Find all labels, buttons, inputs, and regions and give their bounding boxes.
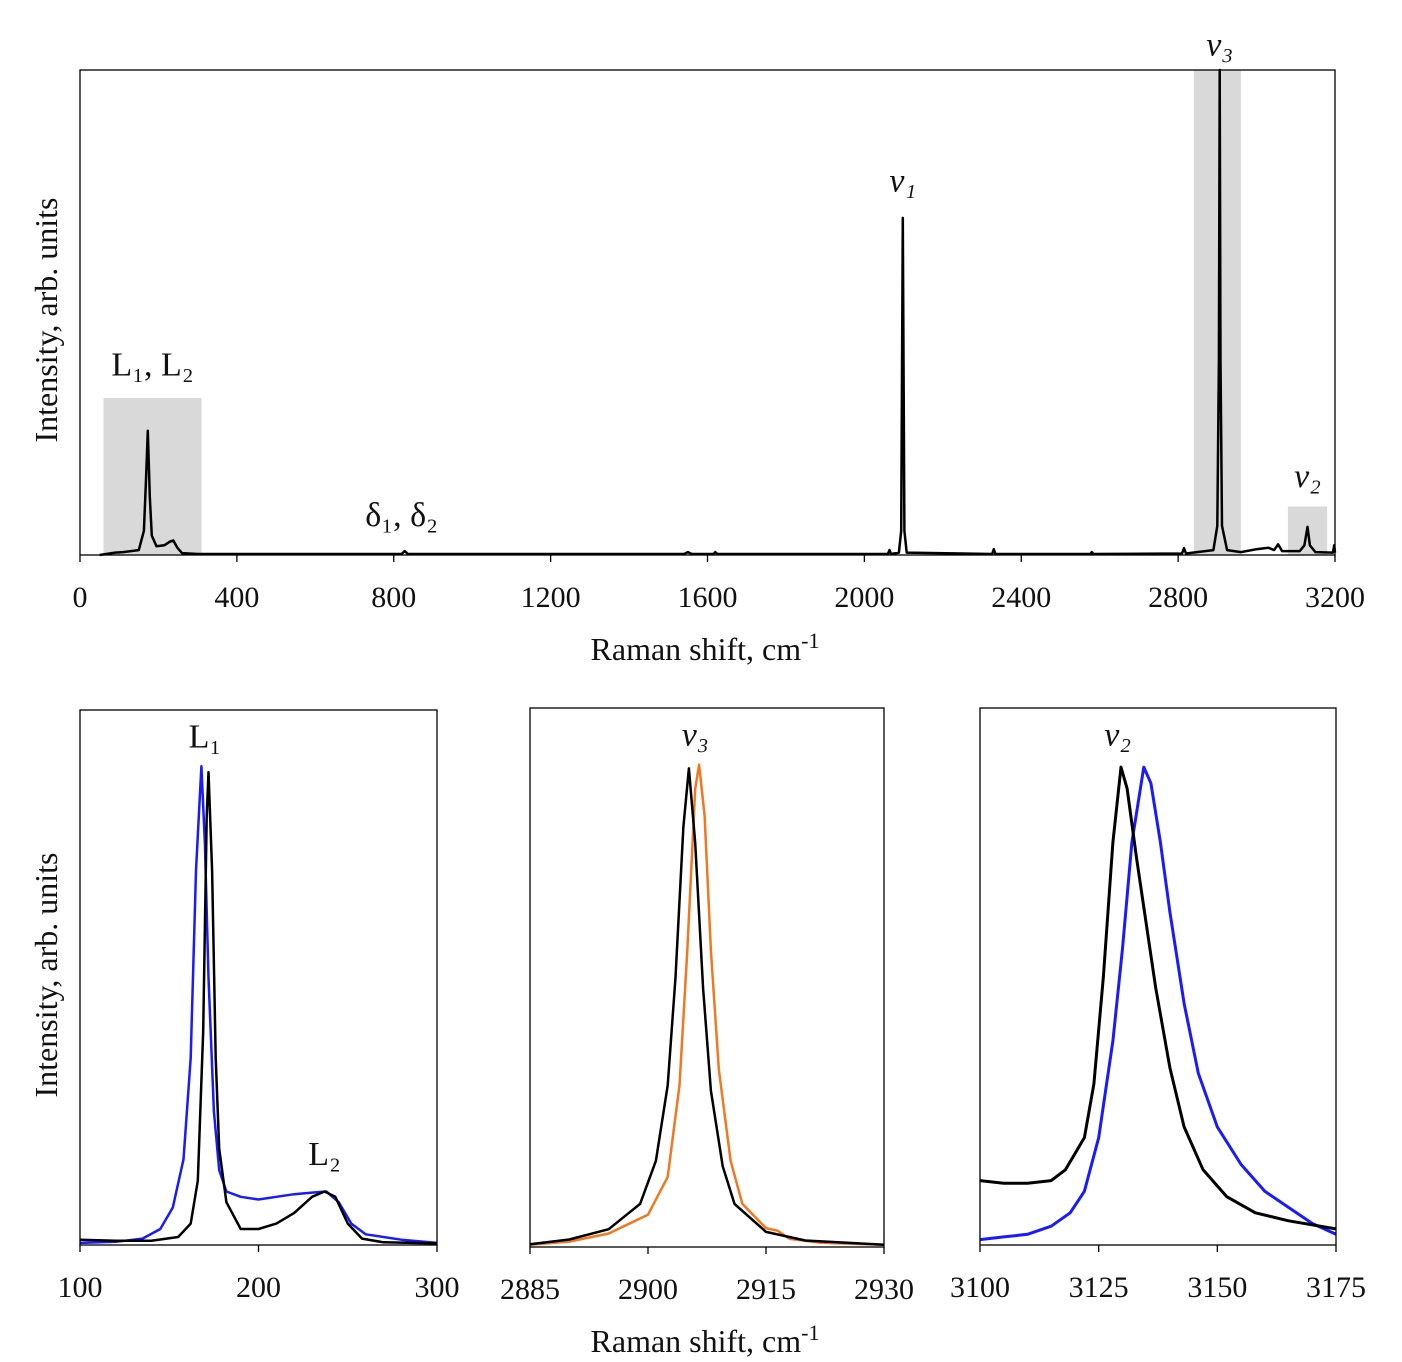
plot-frame — [79, 69, 1336, 556]
peak-annotation: ν₁ — [889, 162, 916, 199]
x-tick-label: 2400 — [991, 581, 1051, 614]
x-tick-label: 800 — [371, 581, 416, 614]
bottom-y-axis-label: Intensity, arb. units — [28, 853, 64, 1098]
peak-annotation: L₁, L₂ — [111, 347, 193, 384]
peak-annotation: ν₃ — [1206, 26, 1233, 63]
x-tick-label: 100 — [58, 1271, 103, 1304]
peak-annotation: ν₂ — [1294, 458, 1321, 495]
x-tick-label: 2915 — [736, 1273, 796, 1306]
peak-annotation: ν₂ — [1104, 717, 1131, 754]
plot-frame — [979, 707, 1337, 1246]
spectrum-line-1 — [529, 767, 885, 1247]
spectrum-line-0 — [79, 764, 438, 1245]
x-tick-label: 1200 — [521, 581, 581, 614]
peak-annotation: L₁ — [189, 718, 222, 755]
overview-spectrum-panel: 0 400 800 1200 1600 2000 2400 2800 3200 L₁, L₂ δ₁,… — [73, 26, 1366, 614]
x-tick-label: 3100 — [950, 1271, 1010, 1304]
top-y-axis-label: Intensity, arb. units — [28, 198, 64, 443]
nu3-panel: 2885 2900 2915 2930 ν₃ — [500, 707, 914, 1306]
peak-annotation: ν₃ — [682, 717, 709, 754]
x-tick-label: 0 — [73, 581, 88, 614]
x-tick-label: 3150 — [1187, 1271, 1247, 1304]
spectrum-line-0 — [979, 765, 1337, 1242]
x-tick-label: 2900 — [618, 1273, 678, 1306]
peak-annotation: δ₁, δ₂ — [365, 497, 438, 534]
plot-frame — [79, 709, 438, 1246]
x-tick-label: 400 — [214, 581, 259, 614]
peak-annotation: L₂ — [308, 1136, 341, 1173]
nu2-panel: 3100 3125 3150 3175 ν₂ — [950, 707, 1366, 1304]
spectrum-line-1 — [79, 770, 438, 1245]
plot-frame — [529, 707, 885, 1248]
x-tick-label: 200 — [236, 1271, 281, 1304]
x-tick-label: 3200 — [1305, 581, 1365, 614]
x-tick-label: 3175 — [1306, 1271, 1366, 1304]
x-tick-label: 300 — [415, 1271, 460, 1304]
lattice-modes-panel: 100 200 300 L₁ L₂ — [58, 709, 460, 1304]
spectrum-line-0 — [529, 763, 885, 1247]
top-x-axis-label: Raman shift, cm-1 — [591, 628, 820, 667]
spectrum-line-1 — [979, 765, 1337, 1231]
spectrum-line-0 — [99, 68, 1337, 557]
bottom-x-axis-label: Raman shift, cm-1 — [591, 1320, 820, 1359]
x-tick-label: 2930 — [854, 1273, 914, 1306]
x-tick-label: 2800 — [1148, 581, 1208, 614]
x-tick-label: 1600 — [678, 581, 738, 614]
x-tick-label: 2000 — [834, 581, 894, 614]
x-tick-label: 2885 — [500, 1273, 560, 1306]
x-tick-label: 3125 — [1069, 1271, 1129, 1304]
